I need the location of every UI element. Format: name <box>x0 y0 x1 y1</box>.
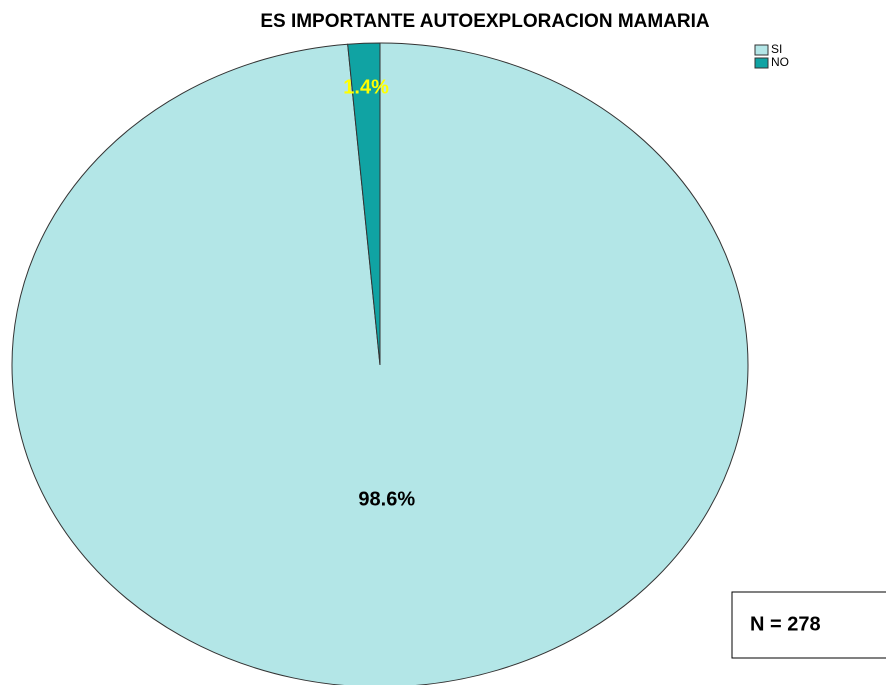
legend-swatch <box>754 44 769 56</box>
legend-label: SI <box>771 42 782 56</box>
data-label: 98.6% <box>358 488 415 510</box>
annotation: N = 278 <box>750 613 821 635</box>
data-label: 1.4% <box>343 77 389 99</box>
annotation-box <box>731 591 886 659</box>
pie <box>11 42 749 685</box>
labels: 98.6% 1.4% <box>343 77 415 511</box>
pie-slice <box>11 42 749 685</box>
pie-slice <box>347 42 381 366</box>
chart-title: ES IMPORTANTE AUTOEXPLORACION MAMARIA <box>260 11 710 32</box>
legend-swatch <box>754 57 769 69</box>
legend-label: NO <box>771 55 789 69</box>
